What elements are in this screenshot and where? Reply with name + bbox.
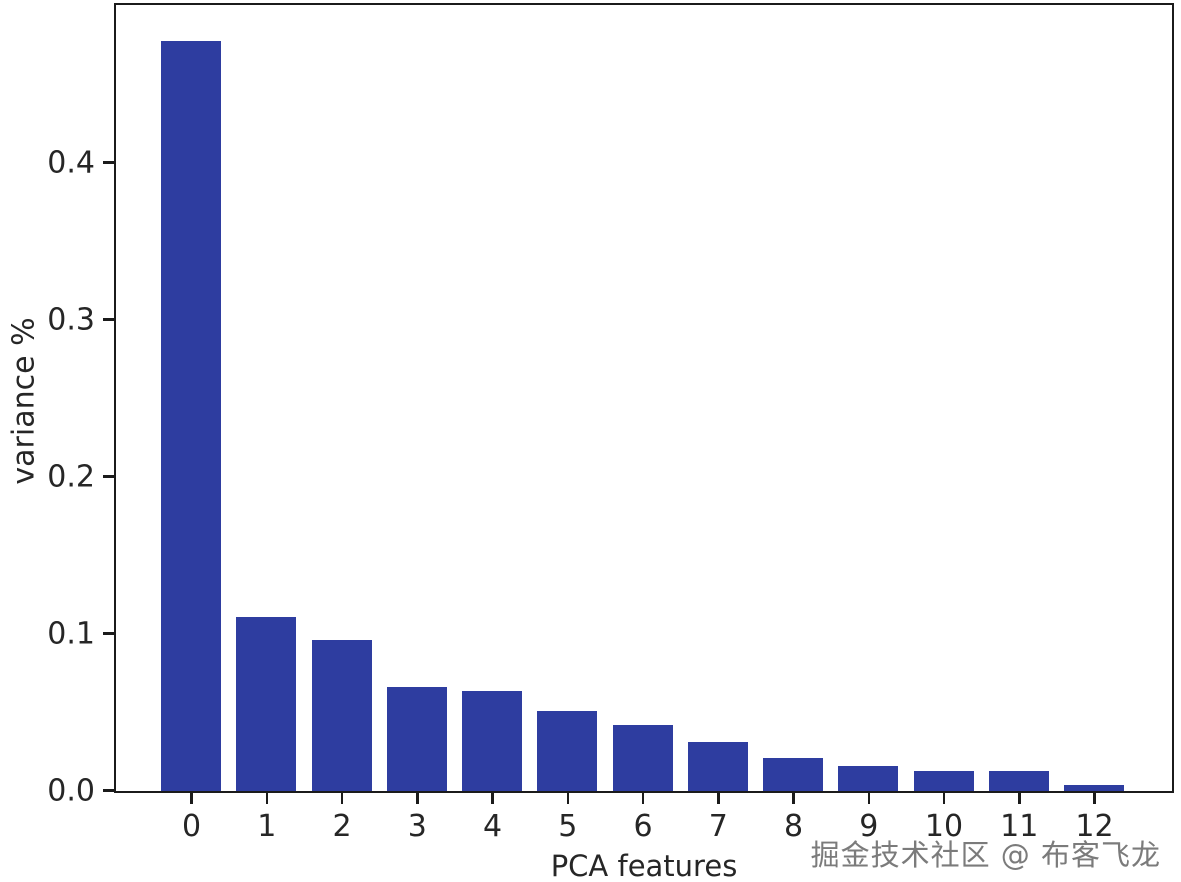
x-tick-label-10: 10: [924, 809, 964, 844]
x-tick-label-9: 9: [859, 809, 879, 844]
x-tick-mark-8: [792, 793, 795, 804]
x-tick-mark-3: [416, 793, 419, 804]
bar-8: [763, 758, 823, 791]
x-tick-mark-10: [942, 793, 946, 804]
bar-4: [462, 690, 522, 791]
x-tick-mark-12: [1093, 793, 1096, 804]
y-tick-mark-0.2: [103, 475, 114, 478]
x-tick-label-11: 11: [1000, 809, 1039, 844]
x-tick-label-6: 6: [633, 809, 653, 844]
plot-area: [114, 3, 1174, 793]
watermark-text: 掘金技术社区 @ 布客飞龙: [810, 838, 1161, 872]
x-tick-mark-7: [717, 793, 720, 804]
bar-0: [161, 40, 221, 791]
x-tick-mark-6: [641, 793, 645, 804]
y-tick-label-0.3: 0.3: [47, 302, 95, 337]
x-tick-mark-1: [265, 793, 268, 804]
bar-9: [838, 765, 899, 791]
bar-6: [612, 725, 673, 791]
x-tick-mark-5: [566, 793, 569, 804]
bar-10: [913, 770, 974, 791]
bar-5: [537, 710, 598, 791]
bar-7: [687, 742, 748, 791]
x-tick-mark-0: [190, 793, 193, 804]
bar-3: [386, 687, 447, 791]
x-axis-label: PCA features: [550, 849, 738, 882]
y-tick-label-0.0: 0.0: [47, 773, 95, 808]
y-tick-mark-0.4: [103, 161, 114, 164]
x-tick-label-2: 2: [332, 809, 352, 844]
bar-11: [988, 770, 1049, 791]
x-tick-mark-11: [1018, 793, 1021, 804]
y-tick-label-0.4: 0.4: [47, 145, 95, 180]
bar-1: [236, 616, 297, 791]
x-tick-label-12: 12: [1075, 809, 1114, 844]
x-tick-mark-2: [340, 793, 344, 804]
x-tick-label-5: 5: [558, 809, 578, 844]
y-axis-label: variance %: [6, 317, 42, 485]
x-tick-label-8: 8: [783, 809, 804, 844]
y-tick-label-0.2: 0.2: [47, 459, 95, 494]
x-tick-label-7: 7: [708, 809, 728, 844]
bar-2: [311, 640, 372, 791]
y-tick-mark-0.1: [103, 632, 114, 635]
x-tick-label-1: 1: [257, 809, 277, 844]
y-tick-mark-0.3: [103, 318, 114, 321]
y-tick-label-0.1: 0.1: [47, 616, 95, 651]
x-tick-label-4: 4: [482, 809, 503, 844]
bar-series: [116, 5, 1172, 791]
y-tick-mark-0.0: [103, 789, 114, 792]
x-tick-mark-9: [867, 793, 870, 804]
x-tick-label-0: 0: [181, 809, 202, 844]
bar-12: [1064, 784, 1124, 791]
x-tick-mark-4: [491, 793, 494, 804]
x-tick-label-3: 3: [407, 809, 427, 844]
